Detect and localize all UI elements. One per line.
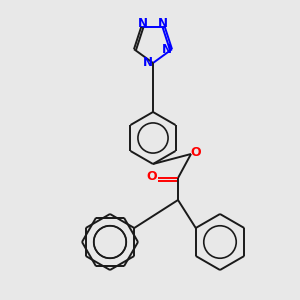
Text: N: N [143,56,153,68]
Text: N: N [158,17,168,30]
Text: N: N [162,43,172,56]
Text: N: N [138,17,148,30]
Text: O: O [191,146,201,158]
Text: O: O [147,170,157,184]
